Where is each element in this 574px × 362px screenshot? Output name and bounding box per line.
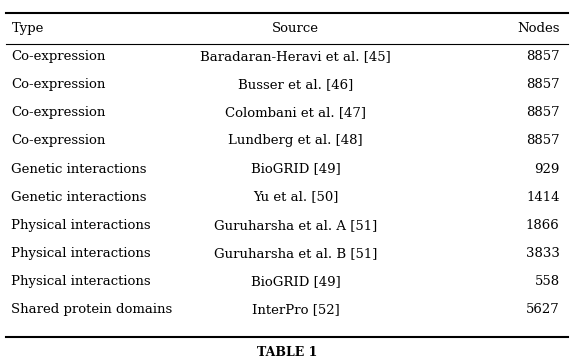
Text: Source: Source xyxy=(272,22,319,35)
Text: Physical interactions: Physical interactions xyxy=(11,219,151,232)
Text: 8857: 8857 xyxy=(526,79,560,91)
Text: 5627: 5627 xyxy=(526,303,560,316)
Text: 3833: 3833 xyxy=(526,247,560,260)
Text: 8857: 8857 xyxy=(526,50,560,63)
Text: BioGRID [49]: BioGRID [49] xyxy=(251,163,340,176)
Text: BioGRID [49]: BioGRID [49] xyxy=(251,275,340,288)
Text: Co-expression: Co-expression xyxy=(11,135,106,147)
Text: Genetic interactions: Genetic interactions xyxy=(11,163,147,176)
Text: Co-expression: Co-expression xyxy=(11,50,106,63)
Text: 929: 929 xyxy=(534,163,560,176)
Text: Genetic interactions: Genetic interactions xyxy=(11,191,147,203)
Text: 8857: 8857 xyxy=(526,135,560,147)
Text: Physical interactions: Physical interactions xyxy=(11,275,151,288)
Text: Shared protein domains: Shared protein domains xyxy=(11,303,173,316)
Text: Yu et al. [50]: Yu et al. [50] xyxy=(253,191,338,203)
Text: Nodes: Nodes xyxy=(517,22,560,35)
Text: Co-expression: Co-expression xyxy=(11,79,106,91)
Text: Co-expression: Co-expression xyxy=(11,106,106,119)
Text: Type: Type xyxy=(11,22,44,35)
Text: 1866: 1866 xyxy=(526,219,560,232)
Text: Guruharsha et al. B [51]: Guruharsha et al. B [51] xyxy=(214,247,377,260)
Text: 1414: 1414 xyxy=(526,191,560,203)
Text: Guruharsha et al. A [51]: Guruharsha et al. A [51] xyxy=(214,219,377,232)
Text: Physical interactions: Physical interactions xyxy=(11,247,151,260)
Text: Colombani et al. [47]: Colombani et al. [47] xyxy=(225,106,366,119)
Text: TABLE 1: TABLE 1 xyxy=(257,346,317,359)
Text: Lundberg et al. [48]: Lundberg et al. [48] xyxy=(228,135,363,147)
Text: InterPro [52]: InterPro [52] xyxy=(252,303,339,316)
Text: Baradaran-Heravi et al. [45]: Baradaran-Heravi et al. [45] xyxy=(200,50,391,63)
Text: Busser et al. [46]: Busser et al. [46] xyxy=(238,79,353,91)
Text: 8857: 8857 xyxy=(526,106,560,119)
Text: 558: 558 xyxy=(534,275,560,288)
